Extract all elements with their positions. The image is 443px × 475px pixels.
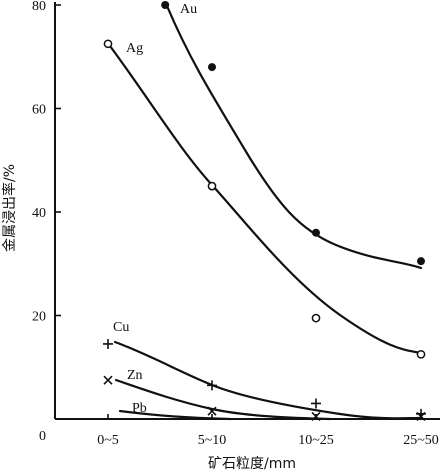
point-zn [103,375,113,385]
series-labels: Au Ag Cu Zn Pb [113,2,197,416]
x-axis-title: 矿石粒度/mm [208,456,296,472]
axes [54,2,440,420]
point-cu [207,380,217,391]
x-tick-label: 5~10 [198,433,227,448]
curve-cu [113,340,423,420]
y-tick-label: 60 [32,103,46,118]
point-au [312,228,320,237]
curve-au [165,4,423,270]
x-tick-label: 25~50 [403,433,439,448]
series-label-au: Au [180,2,197,17]
y-tick-label: 80 [32,0,46,14]
series-label-pb: Pb [132,401,147,416]
x-tick-label: 0~5 [97,433,119,448]
y-tick-label: 40 [32,206,46,221]
point-au [161,1,170,9]
x-ticks: 0~5 5~10 10~25 25~50 [97,414,439,448]
y-tick-label: 20 [32,310,46,325]
point-cu [103,338,113,349]
point-au [208,63,216,72]
y-axis-title: 金属浸出率/% [1,164,18,252]
x-tick-label: 10~25 [298,433,334,448]
point-ag [103,39,113,49]
point-zn [207,406,217,416]
point-cu [311,398,321,409]
point-ag [311,313,321,323]
y-ticks: 0 20 40 60 80 [32,0,61,444]
curve-ag [108,44,423,355]
curve-zn [114,378,332,421]
series-markers [103,1,426,421]
series-label-ag: Ag [126,41,143,56]
curve-pb [118,409,232,421]
series-label-zn: Zn [127,368,143,383]
point-ag [207,181,217,191]
series-curves [108,4,423,421]
point-zn [416,411,426,421]
y-tick-label: 0 [39,429,46,444]
series-label-cu: Cu [113,320,129,335]
point-au [417,257,425,266]
point-ag [416,349,426,359]
point-zn [311,411,321,421]
